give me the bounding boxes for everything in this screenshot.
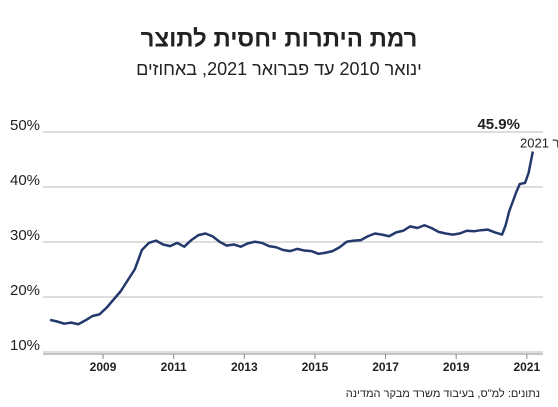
annotation-date: פברואר 2021 (520, 135, 558, 150)
chart-subtitle: ינואר 2010 עד פברואר 2021, באחוזים (136, 59, 422, 79)
chart-title: רמת היתרות יחסית לתוצר (141, 25, 418, 52)
y-tick-label: 30% (10, 227, 40, 244)
y-tick-label: 20% (10, 282, 40, 299)
data-line (49, 151, 535, 326)
y-tick-label: 50% (10, 117, 40, 134)
y-tick-label: 40% (10, 172, 40, 189)
y-tick-label: 10% (10, 337, 40, 354)
x-tick-label: 2013 (231, 360, 258, 374)
x-tick-label: 2021 (513, 360, 540, 374)
source-note: נתונים: למ"ס, בעיבוד משרד מבקר המדינה (346, 387, 540, 400)
x-tick-label: 2019 (443, 360, 470, 374)
x-tick-label: 2011 (161, 360, 187, 374)
x-tick-label: 2015 (302, 360, 329, 374)
x-tick-label: 2017 (372, 360, 399, 374)
annotation-value: 45.9% (477, 116, 520, 133)
x-tick-label: 2009 (90, 360, 117, 374)
